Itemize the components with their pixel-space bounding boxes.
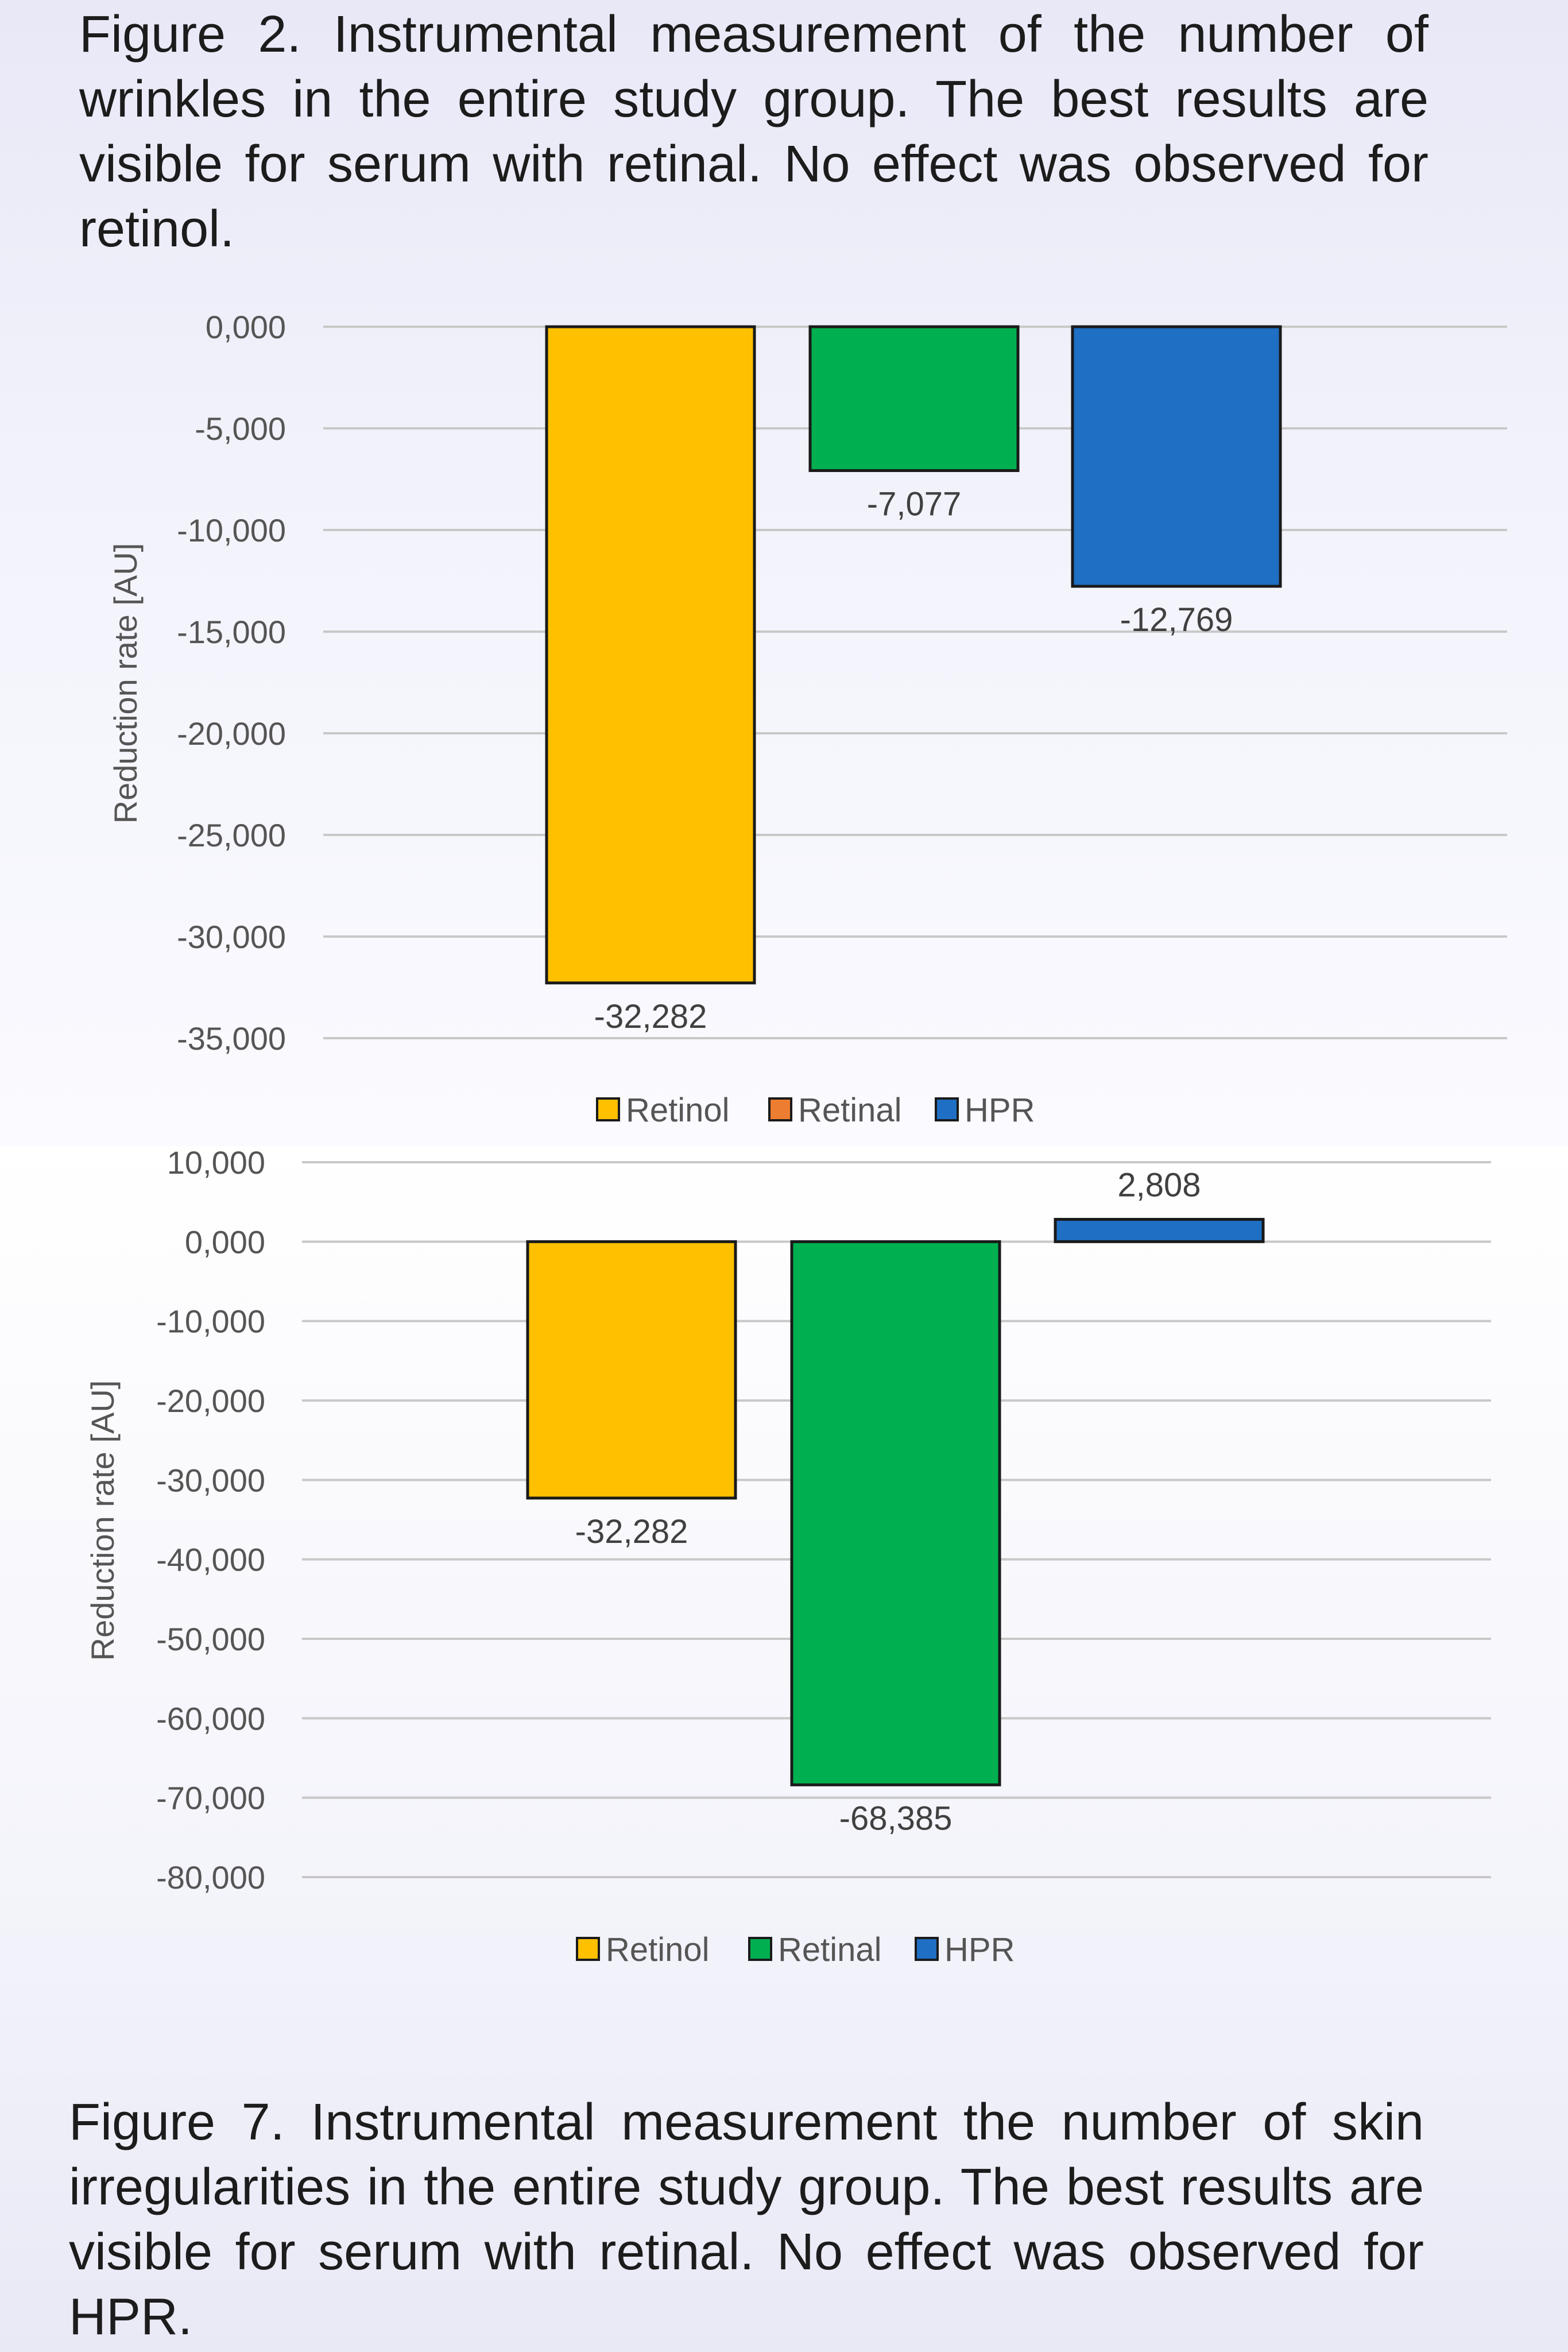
legend-swatch xyxy=(596,1097,620,1121)
legend-swatch xyxy=(576,1937,600,1961)
bar-retinal xyxy=(808,325,1020,473)
bottom-panel-background xyxy=(0,1146,1568,2352)
y-tick-label: -10,000 xyxy=(177,512,286,548)
y-tick-label: -40,000 xyxy=(156,1542,265,1578)
bar-retinal xyxy=(790,1240,1001,1786)
data-label: -32,282 xyxy=(575,1513,688,1550)
y-axis-label: Reduction rate [AU] xyxy=(107,543,144,824)
y-tick-label: -15,000 xyxy=(177,614,286,650)
y-tick-label: -50,000 xyxy=(156,1621,265,1657)
y-tick-label: -35,000 xyxy=(177,1020,286,1057)
legend-swatch xyxy=(768,1097,792,1121)
legend-entry-hpr: HPR xyxy=(944,1931,1015,1968)
y-tick-label: -80,000 xyxy=(156,1859,265,1895)
y-tick-label: -60,000 xyxy=(156,1700,265,1736)
data-label: -7,077 xyxy=(867,486,961,523)
bar-hpr xyxy=(1071,325,1282,588)
data-label: -12,769 xyxy=(1120,601,1233,639)
legend-swatch xyxy=(935,1097,959,1121)
y-tick-label: -25,000 xyxy=(177,817,286,853)
figure-2-caption: Figure 2. Instrumental measurement of th… xyxy=(79,6,1428,258)
y-tick-label: -10,000 xyxy=(156,1303,265,1340)
y-tick-label: 0,000 xyxy=(206,309,286,345)
data-label: 2,808 xyxy=(1117,1166,1201,1204)
y-axis-label: Reduction rate [AU] xyxy=(84,1380,121,1661)
y-tick-label: -5,000 xyxy=(195,411,286,447)
legend-entry-hpr: HPR xyxy=(965,1092,1035,1129)
y-tick-label: -30,000 xyxy=(177,919,286,955)
data-label: -68,385 xyxy=(839,1800,953,1837)
y-tick-label: -70,000 xyxy=(156,1780,265,1816)
legend-entry-retinol: Retinol xyxy=(626,1092,730,1129)
figure-7-caption: Figure 7. Instrumental measurement the n… xyxy=(69,2094,1424,2346)
legend-swatch xyxy=(915,1937,939,1961)
legend-entry-retinol: Retinol xyxy=(606,1931,710,1968)
legend-entry-retinal: Retinal xyxy=(778,1931,882,1968)
legend-entry-retinal: Retinal xyxy=(798,1092,902,1129)
data-label: -32,282 xyxy=(594,998,707,1035)
bar-hpr xyxy=(1054,1217,1265,1243)
y-tick-label: 10,000 xyxy=(167,1144,265,1181)
bar-retinol xyxy=(526,1240,737,1500)
y-tick-label: -30,000 xyxy=(156,1462,265,1498)
y-tick-label: 0,000 xyxy=(185,1224,265,1260)
y-tick-label: -20,000 xyxy=(177,715,286,752)
bar-retinol xyxy=(545,325,756,985)
legend-swatch xyxy=(748,1937,772,1961)
y-tick-label: -20,000 xyxy=(156,1383,265,1419)
top-panel-background xyxy=(0,0,1568,1146)
